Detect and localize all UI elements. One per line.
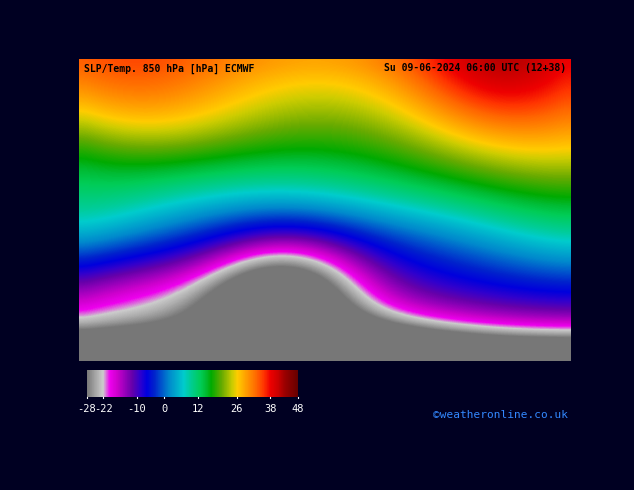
Text: Su 09-06-2024 06:00 UTC (12+38): Su 09-06-2024 06:00 UTC (12+38) <box>384 63 566 74</box>
Text: -22: -22 <box>94 404 113 415</box>
Text: 48: 48 <box>292 404 304 415</box>
Text: 26: 26 <box>231 404 243 415</box>
Text: -10: -10 <box>127 404 146 415</box>
Text: 0: 0 <box>161 404 167 415</box>
Text: -28: -28 <box>77 404 96 415</box>
Text: 38: 38 <box>264 404 276 415</box>
Text: ©weatheronline.co.uk: ©weatheronline.co.uk <box>433 410 568 420</box>
Text: SLP/Temp. 850 hPa [hPa] ECMWF: SLP/Temp. 850 hPa [hPa] ECMWF <box>84 63 254 74</box>
Text: 12: 12 <box>191 404 204 415</box>
